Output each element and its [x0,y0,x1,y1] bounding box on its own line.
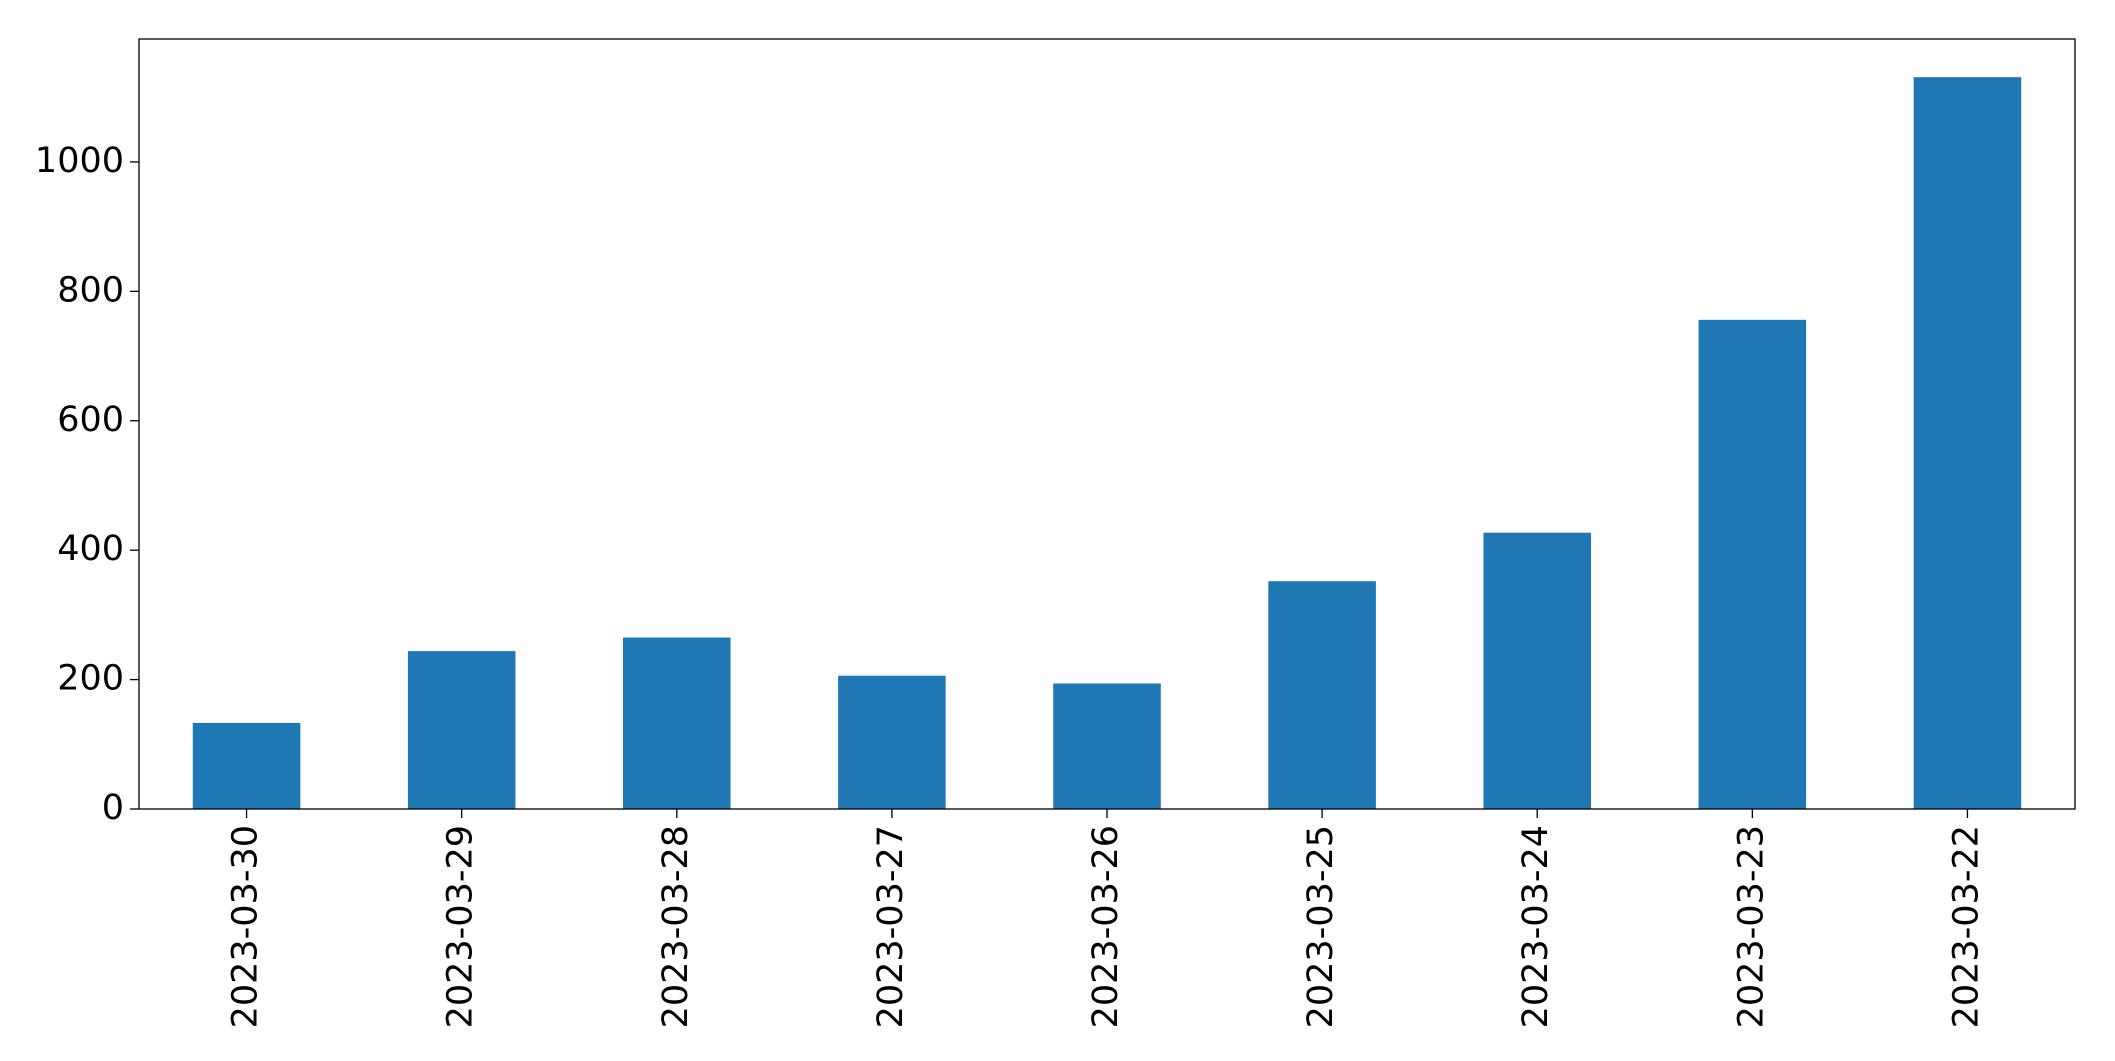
x-tick-label: 2023-03-30 [226,825,266,1028]
x-tick-label: 2023-03-27 [871,825,911,1028]
x-tick-label: 2023-03-23 [1731,825,1771,1028]
bar [1053,683,1161,809]
x-tick-label: 2023-03-24 [1516,825,1556,1028]
y-tick-label: 600 [57,400,124,440]
y-tick-label: 0 [102,788,124,828]
x-tick-label: 2023-03-25 [1301,825,1341,1028]
x-tick-label: 2023-03-22 [1946,825,1986,1028]
x-tick-label: 2023-03-26 [1086,825,1126,1028]
y-tick-label: 400 [57,529,124,569]
bar [1483,532,1591,809]
bar [1698,319,1807,809]
bar [1268,581,1376,809]
axes-frame [138,38,2076,810]
y-tick-label: 1000 [35,141,124,181]
bar [623,637,731,809]
x-tick-label: 2023-03-29 [441,825,481,1028]
y-tick-label: 200 [57,659,124,699]
y-tick-label: 800 [57,270,124,310]
bar [838,675,946,809]
x-tick-label: 2023-03-28 [656,825,696,1028]
bar [1913,77,2022,810]
bar [407,651,516,809]
bar [192,722,301,809]
